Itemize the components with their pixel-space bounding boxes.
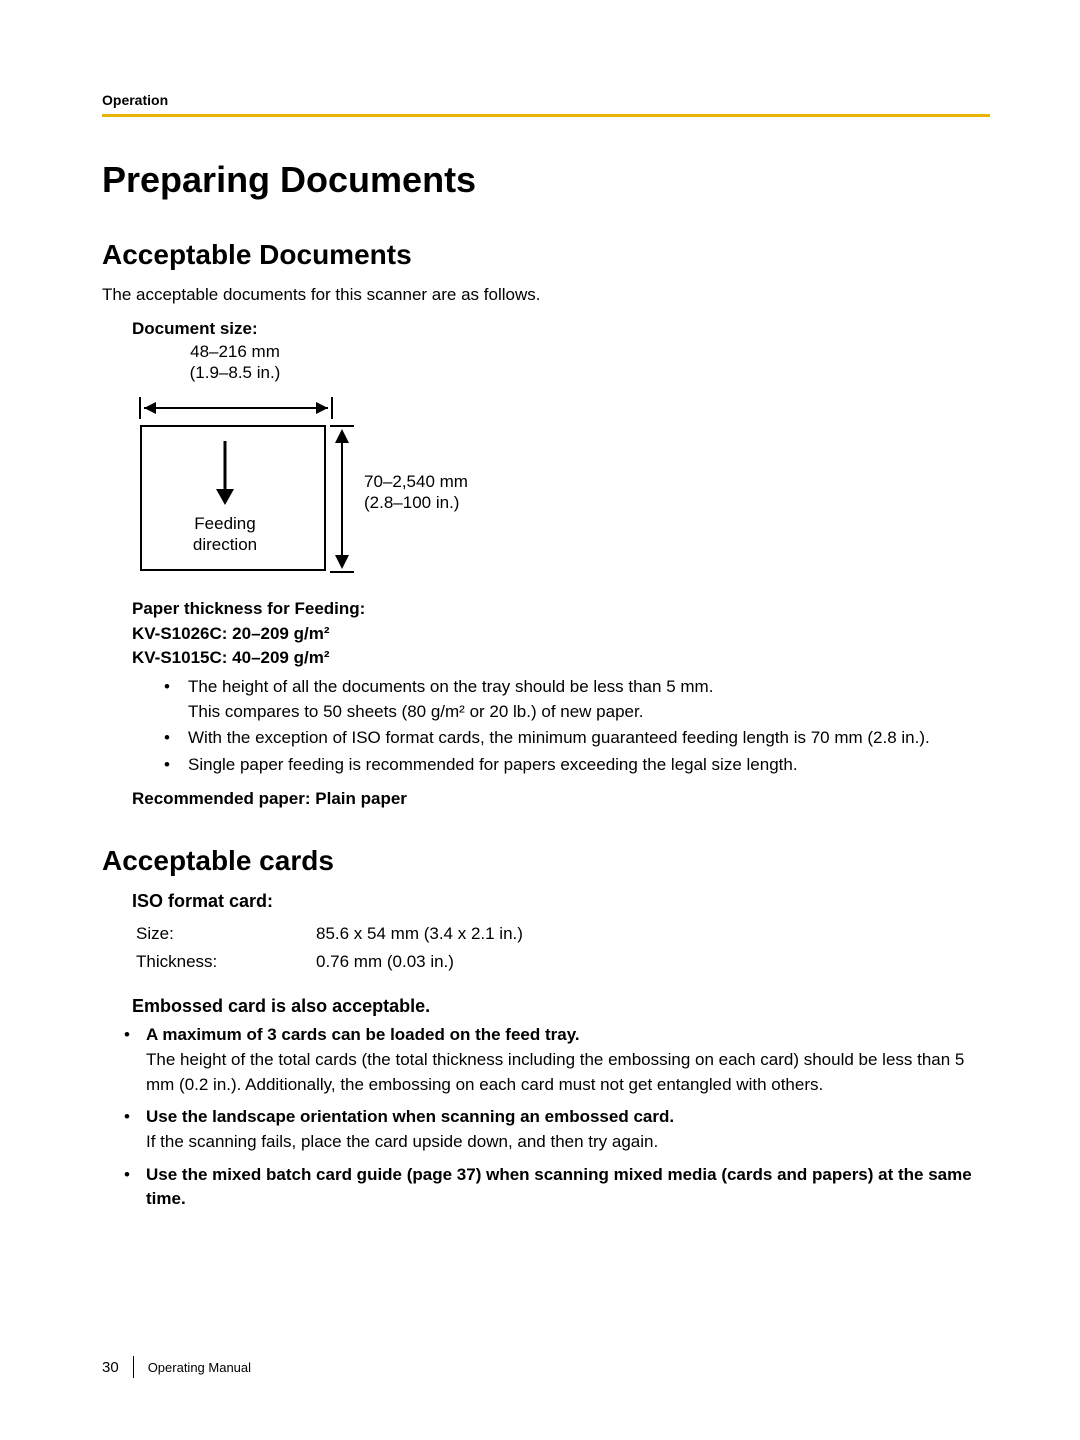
iso-format-heading: ISO format card: <box>132 891 990 912</box>
embossed-heading: Embossed card is also acceptable. <box>132 996 990 1017</box>
doc-size-label: Document size: <box>132 319 990 339</box>
diagram-height-line1: 70–2,540 mm <box>364 472 468 491</box>
iso-spec-table: Size: 85.6 x 54 mm (3.4 x 2.1 in.) Thick… <box>136 920 523 976</box>
doc-bullet-list: The height of all the documents on the t… <box>164 675 990 778</box>
page-footer: 30 Operating Manual <box>102 1356 251 1378</box>
list-item: With the exception of ISO format cards, … <box>164 726 990 751</box>
diagram-feed-line1: Feeding <box>194 514 255 533</box>
list-item: Single paper feeding is recommended for … <box>164 753 990 778</box>
table-row: Thickness: 0.76 mm (0.03 in.) <box>136 948 523 976</box>
diagram-width-line1: 48–216 mm <box>190 342 280 361</box>
section-heading-cards: Acceptable cards <box>102 845 990 877</box>
bullet-text: With the exception of ISO format cards, … <box>188 728 930 747</box>
note-rest: The height of the total cards (the total… <box>146 1050 964 1094</box>
footer-separator <box>133 1356 134 1378</box>
diagram-height-line2: (2.8–100 in.) <box>364 493 459 512</box>
diagram-feed-label: Feeding direction <box>170 513 280 556</box>
note-bold: Use the mixed batch card guide (page 37)… <box>146 1165 972 1209</box>
list-item: A maximum of 3 cards can be loaded on th… <box>124 1023 990 1097</box>
note-bold: Use the landscape orientation when scann… <box>146 1107 674 1126</box>
list-item: The height of all the documents on the t… <box>164 675 990 724</box>
spec-key: Thickness: <box>136 948 316 976</box>
diagram-height-arrow <box>330 423 356 575</box>
list-item: Use the mixed batch card guide (page 37)… <box>124 1163 990 1212</box>
bullet-text: Single paper feeding is recommended for … <box>188 755 798 774</box>
table-row: Size: 85.6 x 54 mm (3.4 x 2.1 in.) <box>136 920 523 948</box>
intro-text: The acceptable documents for this scanne… <box>102 285 990 305</box>
page: Operation Preparing Documents Acceptable… <box>0 0 1080 1440</box>
page-number: 30 <box>102 1359 119 1376</box>
diagram-feed-line2: direction <box>193 535 257 554</box>
doc-size-diagram: 48–216 mm (1.9–8.5 in.) Feeding directio… <box>132 345 592 575</box>
diagram-height-label: 70–2,540 mm (2.8–100 in.) <box>364 471 534 514</box>
spec-key: Size: <box>136 920 316 948</box>
list-item: Use the landscape orientation when scann… <box>124 1105 990 1154</box>
bullet-text: The height of all the documents on the t… <box>188 677 713 721</box>
paper-thickness-block: Paper thickness for Feeding: KV-S1026C: … <box>132 597 990 671</box>
footer-label: Operating Manual <box>148 1360 251 1375</box>
page-title: Preparing Documents <box>102 159 990 201</box>
running-header: Operation <box>102 92 990 108</box>
spec-value: 0.76 mm (0.03 in.) <box>316 948 523 976</box>
note-bold: A maximum of 3 cards can be loaded on th… <box>146 1025 580 1044</box>
header-rule <box>102 114 990 117</box>
note-rest: If the scanning fails, place the card up… <box>146 1132 658 1151</box>
recommended-paper: Recommended paper: Plain paper <box>132 789 990 809</box>
section-heading-docs: Acceptable Documents <box>102 239 990 271</box>
diagram-feed-arrow <box>210 439 240 509</box>
diagram-width-label: 48–216 mm (1.9–8.5 in.) <box>160 341 310 384</box>
card-notes-list: A maximum of 3 cards can be loaded on th… <box>124 1023 990 1211</box>
spec-value: 85.6 x 54 mm (3.4 x 2.1 in.) <box>316 920 523 948</box>
thickness-title: Paper thickness for Feeding: <box>132 597 990 622</box>
thickness-line-2: KV-S1015C: 40–209 g/m² <box>132 646 990 671</box>
thickness-line-1: KV-S1026C: 20–209 g/m² <box>132 622 990 647</box>
diagram-width-line2: (1.9–8.5 in.) <box>190 363 281 382</box>
diagram-width-arrow <box>132 397 342 419</box>
